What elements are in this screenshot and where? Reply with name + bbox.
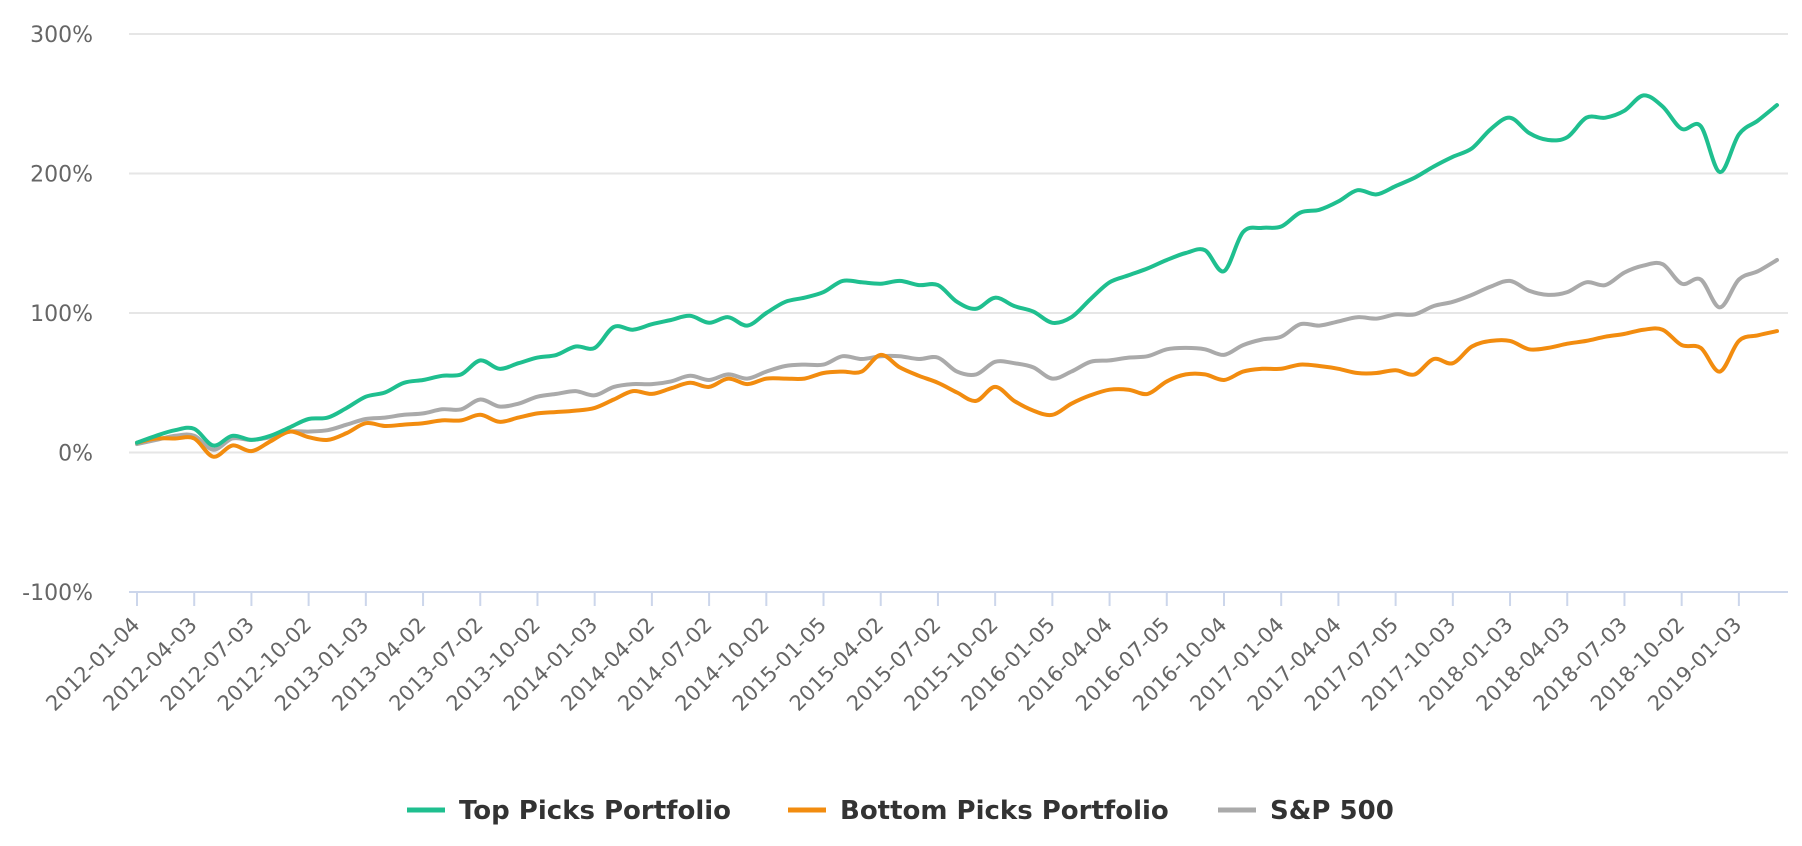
- y-tick-label: -100%: [22, 581, 93, 606]
- y-tick-label: 0%: [58, 442, 93, 467]
- y-tick-label: 200%: [30, 163, 93, 188]
- series-lines: [135, 93, 1779, 459]
- gridlines: [129, 33, 1788, 454]
- x-axis: 2012-01-042012-04-032012-07-032012-10-02…: [41, 591, 1788, 716]
- series-line-bottom-picks-portfolio[interactable]: [135, 326, 1779, 459]
- legend-item-s-p-500[interactable]: S&P 500: [1218, 796, 1394, 826]
- legend-label: S&P 500: [1270, 796, 1394, 826]
- series-line-s-p-500[interactable]: [135, 258, 1779, 452]
- legend: Top Picks Portfolio Bottom Picks Portfoli…: [407, 796, 1394, 826]
- series-line-top-picks-portfolio[interactable]: [135, 93, 1779, 448]
- y-axis-labels: 300% 200% 100% 0% -100%: [22, 23, 93, 606]
- legend-label: Bottom Picks Portfolio: [840, 796, 1169, 826]
- legend-item-top-picks-portfolio[interactable]: Top Picks Portfolio: [407, 796, 731, 826]
- legend-item-bottom-picks-portfolio[interactable]: Bottom Picks Portfolio: [788, 796, 1169, 826]
- legend-label: Top Picks Portfolio: [459, 796, 731, 826]
- y-tick-label: 100%: [30, 302, 93, 327]
- y-tick-label: 300%: [30, 23, 93, 48]
